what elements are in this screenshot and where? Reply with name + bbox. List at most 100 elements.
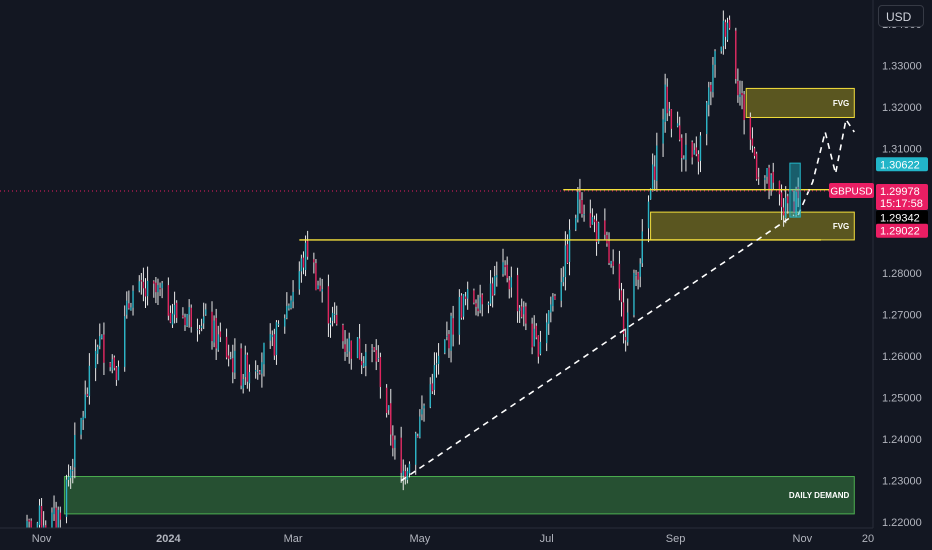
candle-bear <box>142 281 145 289</box>
candle-bear <box>128 303 130 309</box>
candle-bear <box>460 295 463 318</box>
candle-bear <box>728 19 731 29</box>
candle-bull <box>213 320 215 343</box>
candle-bear <box>737 80 739 96</box>
candle-bear <box>724 22 727 37</box>
symbol-badge-text: GBPUSD <box>830 187 872 198</box>
y-tick-label: 1.32000 <box>882 102 922 114</box>
candle-bull <box>394 439 396 448</box>
candle-bear <box>45 525 47 528</box>
candle-bear <box>554 295 556 300</box>
candle-bear <box>232 358 234 373</box>
candle-bull <box>651 164 654 191</box>
candle-bull <box>69 469 72 479</box>
candle-bear <box>215 317 217 349</box>
candle-bull <box>664 84 666 122</box>
candle-bull <box>408 463 411 474</box>
candle-bear <box>741 92 743 96</box>
candle-bear <box>342 325 344 342</box>
candle-bull <box>377 358 379 360</box>
candle-bear <box>306 240 309 257</box>
candle-bear <box>768 167 770 189</box>
candle-bear <box>167 285 170 316</box>
y-tick-label: 1.26000 <box>882 351 922 363</box>
candle-bull <box>51 512 53 529</box>
candle-bull <box>720 46 722 52</box>
candle-bear <box>448 334 450 349</box>
y-tick-label: 1.28000 <box>882 268 922 280</box>
candle-bear <box>508 280 510 290</box>
candle-bull <box>263 342 265 365</box>
candle-bull <box>714 51 716 65</box>
candle-bear <box>678 125 681 140</box>
fvg-label: FVG <box>833 222 849 231</box>
candle-bear <box>537 335 540 357</box>
x-tick-label: Nov <box>793 533 813 545</box>
candle-bull <box>269 334 271 341</box>
price-tag-low <box>876 223 928 238</box>
candle-bear <box>525 306 527 324</box>
candle-bull <box>290 300 292 308</box>
candle-bull <box>304 242 307 271</box>
candle-bear <box>710 84 712 92</box>
candle-bull <box>668 108 670 111</box>
candle-bear <box>155 282 157 293</box>
candle-bull <box>200 325 203 328</box>
currency-selector-button[interactable]: USD <box>878 5 924 27</box>
candle-bull <box>298 271 301 290</box>
candle-bull <box>371 348 373 350</box>
candle-bull <box>639 263 641 277</box>
daily-demand-zone <box>63 476 855 515</box>
candle-bear <box>144 288 147 297</box>
projection-path <box>797 117 855 216</box>
candle-bear <box>666 86 668 114</box>
candle-bear <box>140 280 143 282</box>
candle-bear <box>169 312 172 323</box>
candle-bull <box>568 229 571 262</box>
candle-bull <box>641 231 643 264</box>
candle-bull <box>575 217 577 230</box>
candle-bear <box>113 357 116 369</box>
candle-bear <box>225 336 228 358</box>
candle-bull <box>708 87 710 105</box>
candle-bear <box>778 180 781 195</box>
candle-bull <box>271 334 273 338</box>
candle-bear <box>782 207 785 216</box>
candle-bear <box>622 302 625 334</box>
candle-bear <box>793 201 795 213</box>
candle-bull <box>317 285 319 289</box>
price-tag-low-text: 1.29022 <box>880 226 920 238</box>
candle-bull <box>57 509 59 533</box>
candle-bear <box>246 354 249 382</box>
candle-bear <box>757 177 760 179</box>
candle-bear <box>755 153 758 180</box>
candle-bull <box>552 296 554 307</box>
candle-bear <box>273 334 276 356</box>
candle-bull <box>421 409 423 415</box>
trendline <box>400 214 795 482</box>
candle-bear <box>115 367 118 380</box>
candle-bull <box>146 280 149 297</box>
candle-bull <box>548 310 550 324</box>
candle-bull <box>583 214 585 216</box>
candle-bull <box>533 328 535 346</box>
candle-bull <box>423 405 425 409</box>
candle-bear <box>772 171 774 183</box>
y-tick-label: 1.31000 <box>882 144 922 156</box>
candle-bear <box>175 302 178 318</box>
candle-bear <box>159 287 161 290</box>
price-tag-mid-text: 1.29342 <box>880 212 920 224</box>
candle-bull <box>74 434 76 468</box>
position-box <box>789 162 801 218</box>
price-tag-high-text: 1.30622 <box>880 159 920 171</box>
candle-bear <box>452 318 454 335</box>
candle-bear <box>358 338 361 360</box>
candle-bull <box>591 217 594 225</box>
candle-bear <box>198 328 201 330</box>
candle-bear <box>464 296 467 300</box>
candle-bull <box>610 261 612 264</box>
candle-bull <box>84 394 86 419</box>
candle-bear <box>612 261 614 266</box>
